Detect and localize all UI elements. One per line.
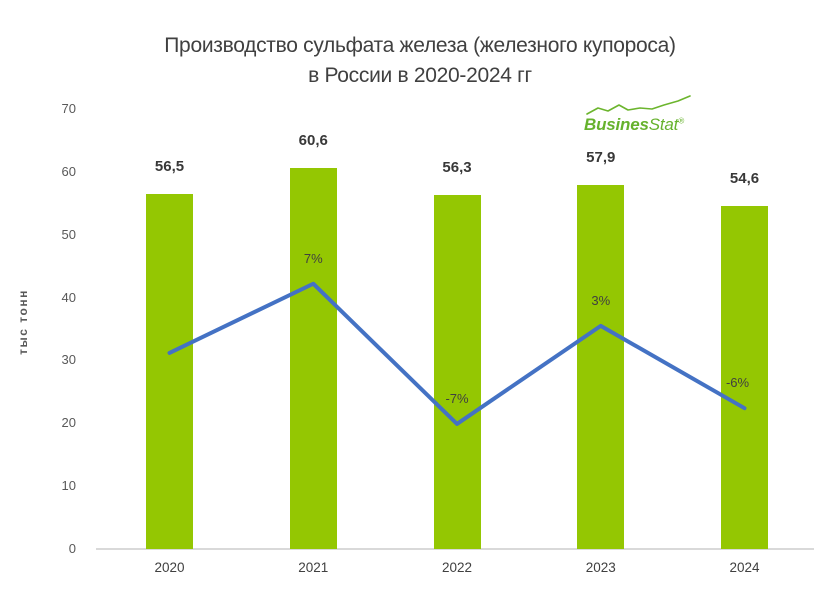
y-axis-tick-10: 10: [61, 478, 76, 494]
bar-value-label-2024: 54,6: [729, 169, 760, 187]
bar-value-label-2020: 56,5: [154, 157, 185, 175]
chart-title: Производство сульфата железа (железного …: [0, 31, 840, 91]
percent-label-2024: -6%: [725, 375, 750, 391]
y-axis-tick-60: 60: [61, 163, 76, 179]
percent-label-2021: 7%: [303, 250, 323, 266]
logo-text-light: Stat: [648, 115, 679, 134]
logo-text-bold: Busines: [584, 115, 649, 134]
y-axis-tick-30: 30: [61, 352, 76, 368]
logo-squiggle-icon: [586, 95, 691, 115]
logo-registered-mark: ®: [678, 116, 684, 126]
bar-value-label-2022: 56,3: [442, 159, 472, 177]
logo-text: BusinesStat®: [584, 115, 684, 135]
bar-2022: [433, 195, 481, 549]
businesstat-logo: BusinesStat®: [584, 95, 700, 135]
bar-value-label-2021: 60,6: [298, 132, 328, 150]
bar-value-label-2023: 57,9: [586, 149, 616, 167]
bar-2023: [577, 185, 625, 549]
bar-2020: [146, 193, 193, 549]
x-axis-label-2020: 2020: [154, 560, 185, 575]
y-axis-tick-20: 20: [61, 415, 76, 431]
y-axis-tick-40: 40: [61, 289, 76, 305]
bar-2021: [289, 168, 337, 549]
y-axis-tick-50: 50: [61, 226, 76, 242]
chart-title-line2: в России в 2020-2024 гг: [308, 64, 532, 87]
y-axis-tick-0: 0: [68, 541, 76, 556]
percent-label-2023: 3%: [591, 292, 611, 308]
x-axis-label-2024: 2024: [729, 560, 760, 575]
x-axis-label-2022: 2022: [441, 560, 473, 575]
x-axis-label-2023: 2023: [585, 560, 616, 575]
y-axis-tick-70: 70: [61, 101, 76, 116]
percent-label-2022: -7%: [445, 390, 469, 406]
x-axis-label-2021: 2021: [298, 560, 329, 575]
chart-title-line1: Производство сульфата железа (железного …: [164, 34, 676, 57]
